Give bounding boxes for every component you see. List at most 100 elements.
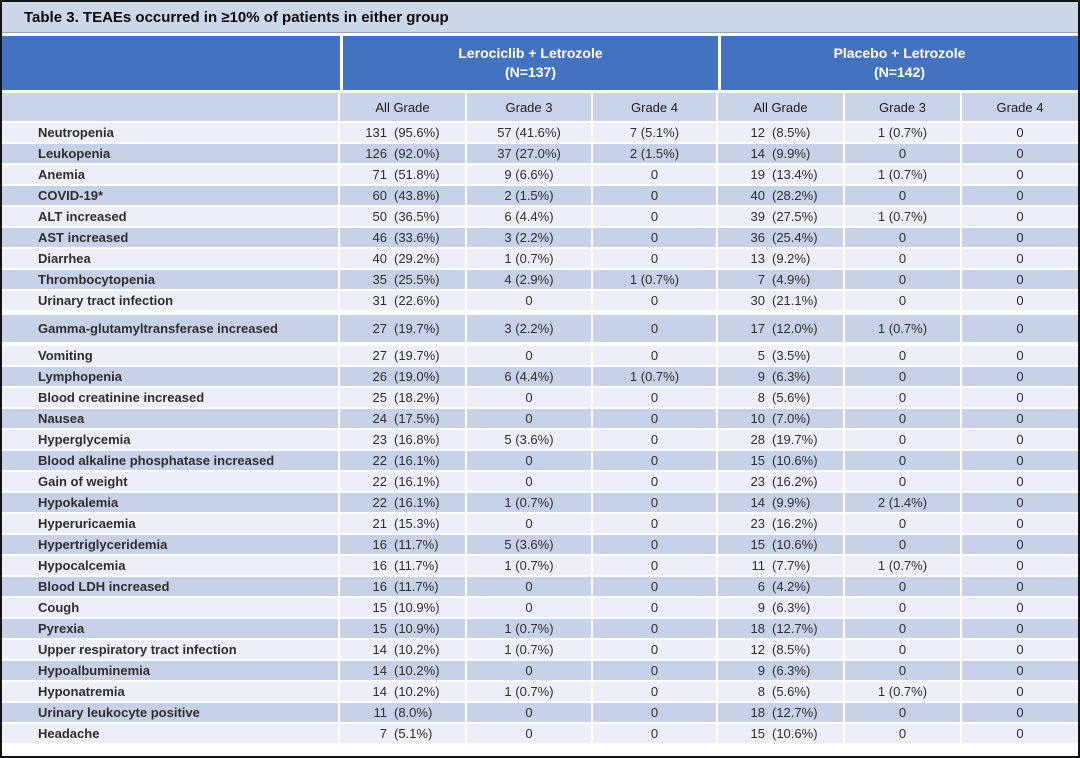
cell-value: 1 (0.7%) (845, 165, 962, 184)
cell-value: 9 (6.3%) (718, 598, 845, 617)
cell-value: 0 (845, 598, 962, 617)
table-row: Pyrexia 15 (10.9%) 1 (0.7%) 0 18 (12.7%) 0… (2, 619, 1078, 640)
cell-value: 0 (962, 249, 1078, 268)
cell-value: 0 (845, 619, 962, 638)
cell-value: 14 (10.2%) (340, 661, 467, 680)
cell-value: 0 (845, 535, 962, 554)
column-header-grade3-1: Grade 3 (467, 93, 593, 121)
cell-value: 14 (10.2%) (340, 640, 467, 659)
cell-value: 0 (593, 388, 718, 407)
table-row: Cough 15 (10.9%) 0 0 9 (6.3%) 0 0 (2, 598, 1078, 619)
cell-value: 15 (10.6%) (718, 535, 845, 554)
cell-value: 0 (962, 556, 1078, 575)
cell-value: 0 (962, 661, 1078, 680)
column-header-grade4-2: Grade 4 (962, 93, 1078, 121)
row-label: Urinary tract infection (2, 291, 340, 310)
cell-value: 0 (845, 661, 962, 680)
cell-value: 5 (3.6%) (467, 430, 593, 449)
cell-value: 0 (845, 514, 962, 533)
cell-value: 1 (0.7%) (845, 123, 962, 142)
table-title: Table 3. TEAEs occurred in ≥10% of patie… (2, 2, 1078, 33)
row-label: Blood creatinine increased (2, 388, 340, 407)
cell-value: 0 (962, 472, 1078, 491)
cell-value: 0 (845, 228, 962, 247)
cell-value: 1 (0.7%) (467, 640, 593, 659)
table-row: Upper respiratory tract infection 14 (10.… (2, 640, 1078, 661)
grade-header-empty (2, 93, 340, 121)
row-label: Gamma-glutamyltransferase increased (2, 315, 340, 342)
row-label: Anemia (2, 165, 340, 184)
cell-value: 7 (4.9%) (718, 270, 845, 289)
group-name: Lerociclib + Letrozole (458, 45, 603, 62)
cell-value: 0 (467, 703, 593, 722)
cell-value: 0 (593, 577, 718, 596)
cell-value: 0 (845, 640, 962, 659)
cell-value: 4 (2.9%) (467, 270, 593, 289)
row-label: Hypoalbuminemia (2, 661, 340, 680)
cell-value: 0 (962, 228, 1078, 247)
cell-value: 0 (962, 346, 1078, 365)
row-label: Hypertriglyceridemia (2, 535, 340, 554)
cell-value: 0 (467, 472, 593, 491)
group-name: Placebo + Letrozole (833, 45, 966, 62)
cell-value: 0 (593, 472, 718, 491)
table-row: Headache 7 (5.1%) 0 0 15 (10.6%) 0 0 (2, 724, 1078, 745)
row-label: Upper respiratory tract infection (2, 640, 340, 659)
cell-value: 3 (2.2%) (467, 228, 593, 247)
row-label: Lymphopenia (2, 367, 340, 386)
column-header-all-grade-2: All Grade (718, 93, 845, 121)
cell-value: 0 (593, 186, 718, 205)
cell-value: 0 (593, 249, 718, 268)
cell-value: 31 (22.6%) (340, 291, 467, 310)
cell-value: 0 (845, 346, 962, 365)
cell-value: 131 (95.6%) (340, 123, 467, 142)
cell-value: 36 (25.4%) (718, 228, 845, 247)
row-label: Neutropenia (2, 123, 340, 142)
cell-value: 57 (41.6%) (467, 123, 593, 142)
cell-value: 11 (7.7%) (718, 556, 845, 575)
cell-value: 0 (593, 346, 718, 365)
table-row: Blood creatinine increased 25 (18.2%) 0 0… (2, 388, 1078, 409)
table-row: Gamma-glutamyltransferase increased 27 (1… (2, 312, 1078, 346)
cell-value: 26 (19.0%) (340, 367, 467, 386)
table-body: Neutropenia 131 (95.6%) 57 (41.6%) 7 (5.1… (2, 123, 1078, 745)
cell-value: 15 (10.9%) (340, 598, 467, 617)
cell-value: 0 (962, 367, 1078, 386)
cell-value: 0 (962, 577, 1078, 596)
cell-value: 28 (19.7%) (718, 430, 845, 449)
cell-value: 0 (593, 493, 718, 512)
cell-value: 24 (17.5%) (340, 409, 467, 428)
row-label: ALT increased (2, 207, 340, 226)
cell-value: 40 (28.2%) (718, 186, 845, 205)
cell-value: 126 (92.0%) (340, 144, 467, 163)
cell-value: 0 (962, 451, 1078, 470)
table-row: COVID-19* 60 (43.8%) 2 (1.5%) 0 40 (28.2%)… (2, 186, 1078, 207)
cell-value: 0 (593, 661, 718, 680)
group-n: (N=137) (505, 64, 556, 80)
cell-value: 46 (33.6%) (340, 228, 467, 247)
cell-value: 0 (845, 367, 962, 386)
cell-value: 0 (845, 270, 962, 289)
row-label: Hypocalcemia (2, 556, 340, 575)
cell-value: 1 (0.7%) (593, 270, 718, 289)
table-row: Urinary tract infection 31 (22.6%) 0 0 30… (2, 291, 1078, 312)
cell-value: 0 (593, 291, 718, 310)
row-label: Hypokalemia (2, 493, 340, 512)
table-row: Leukopenia 126 (92.0%) 37 (27.0%) 2 (1.5%… (2, 144, 1078, 165)
cell-value: 0 (593, 682, 718, 701)
table-row: Gain of weight 22 (16.1%) 0 0 23 (16.2%) 0… (2, 472, 1078, 493)
cell-value: 0 (845, 291, 962, 310)
grade-header-row: All Grade Grade 3 Grade 4 All Grade Grad… (2, 93, 1078, 121)
row-label: Pyrexia (2, 619, 340, 638)
column-header-all-grade-1: All Grade (340, 93, 467, 121)
row-label: Vomiting (2, 346, 340, 365)
cell-value: 0 (467, 598, 593, 617)
cell-value: 0 (962, 619, 1078, 638)
cell-value: 12 (8.5%) (718, 123, 845, 142)
cell-value: 27 (19.7%) (340, 315, 467, 342)
cell-value: 0 (845, 409, 962, 428)
cell-value: 30 (21.1%) (718, 291, 845, 310)
row-label: Hyperglycemia (2, 430, 340, 449)
table-row: Nausea 24 (17.5%) 0 0 10 (7.0%) 0 0 (2, 409, 1078, 430)
cell-value: 15 (10.6%) (718, 724, 845, 743)
